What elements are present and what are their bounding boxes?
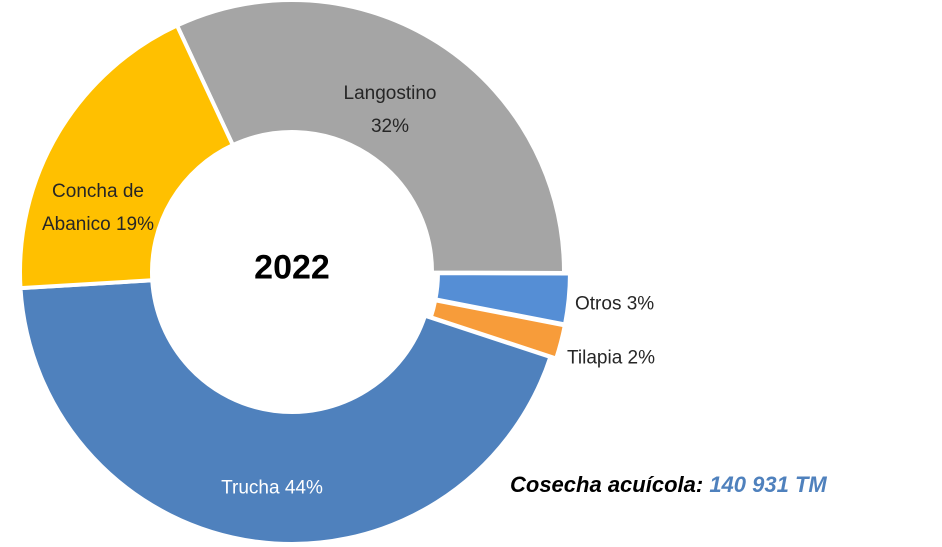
slice-value: 3% <box>626 293 655 315</box>
annotation: Cosecha acuícola: 140 931 TM <box>510 472 827 498</box>
slice-label: Langostino 32% <box>330 77 450 143</box>
slice-label: Tilapia 2% <box>567 342 655 375</box>
annotation-value: 140 931 TM <box>709 472 827 497</box>
slice-value: 2% <box>627 347 656 369</box>
slice-category: Otros <box>575 293 622 315</box>
slice-category: Tilapia <box>567 347 623 369</box>
slice-label: Concha de Abanico 19% <box>18 175 178 241</box>
slice-value: 44% <box>284 477 323 499</box>
slice-value: 19% <box>115 214 154 235</box>
donut-slice <box>18 278 553 546</box>
slice-category: Concha de Abanico <box>42 181 144 235</box>
donut-slice <box>18 22 236 291</box>
donut-slice <box>174 0 566 275</box>
slice-label: Otros 3% <box>575 288 654 321</box>
center-label: 2022 <box>254 248 330 287</box>
slice-label: Trucha 44% <box>172 472 372 505</box>
slice-category: Trucha <box>221 477 280 499</box>
slice-value: 32% <box>370 116 410 137</box>
slice-category: Langostino <box>343 83 437 104</box>
annotation-label: Cosecha acuícola: <box>510 472 704 497</box>
